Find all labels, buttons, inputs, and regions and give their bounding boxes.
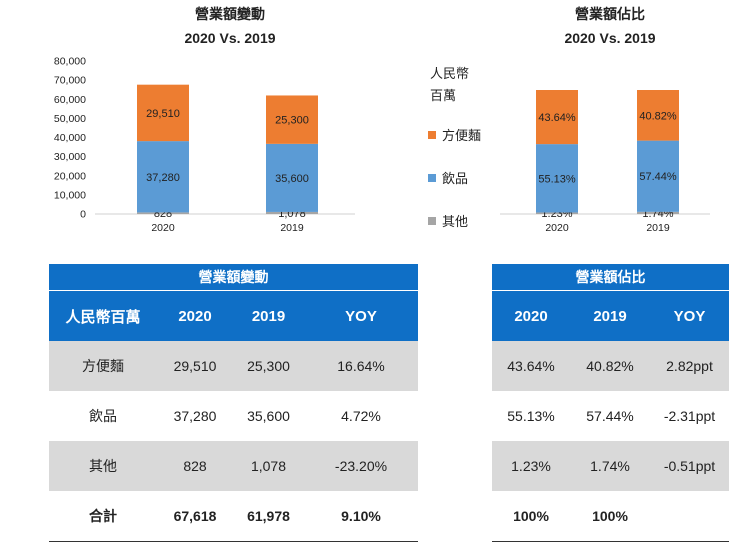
- legend-unit-line2: 百萬: [430, 88, 457, 103]
- legend-swatch-others: [428, 216, 436, 225]
- cell-2019: 25,300: [233, 341, 304, 391]
- data-label: 29,510: [146, 108, 180, 120]
- row-label: 方便麵: [49, 341, 157, 391]
- cell-2020: 1.23%: [492, 441, 570, 491]
- table-row: 55.13% 57.44% -2.31ppt: [492, 391, 729, 441]
- bar-segment: [266, 143, 318, 212]
- cell-yoy: 16.64%: [304, 341, 418, 391]
- cell-yoy: -0.51ppt: [650, 441, 729, 491]
- left-stacked-bar-chart: 0 10,000 20,000 30,000 40,000 50,000 60,000 70,…: [54, 56, 355, 234]
- header-2019: 2019: [233, 290, 304, 341]
- table-row: 飲品 37,280 35,600 4.72%: [49, 391, 418, 441]
- revenue-change-table-title: 營業額變動: [49, 264, 418, 291]
- bar-segment: [637, 211, 679, 214]
- data-label: 35,600: [275, 173, 309, 185]
- data-label: 55.13%: [538, 173, 576, 185]
- cell-yoy: [650, 491, 729, 542]
- cell-2020: 828: [157, 441, 233, 491]
- x-tick-label: 2020: [545, 222, 569, 234]
- bar-segment: [266, 211, 318, 214]
- legend-label-noodles: 方便麵: [442, 128, 482, 143]
- cell-yoy: 4.72%: [341, 408, 381, 424]
- data-label: 57.44%: [639, 171, 677, 183]
- cell-2019: 35,600: [247, 408, 290, 424]
- table-row: 其他 828 1,078 -23.20%: [49, 441, 418, 491]
- cell-2019: 1.74%: [570, 441, 650, 491]
- bar-segment: [137, 212, 189, 214]
- cell-2020: 100%: [492, 491, 570, 542]
- bar-segment: [637, 90, 679, 141]
- data-label: 43.64%: [538, 112, 576, 124]
- table-row: 1.23% 1.74% -0.51ppt: [492, 441, 729, 491]
- cell-2019: 100%: [570, 491, 650, 542]
- x-tick-label: 2020: [151, 222, 175, 234]
- row-label: 合計: [49, 491, 157, 542]
- bar-segment: [137, 84, 189, 142]
- legend-swatch-noodles: [428, 130, 436, 139]
- cell-2020: 37,280: [173, 408, 217, 424]
- cell-2019: 57.44%: [586, 408, 634, 424]
- cell-yoy: -2.31ppt: [663, 408, 716, 424]
- cell-2020: 29,510: [157, 341, 233, 391]
- bar-segment: [137, 141, 189, 213]
- bar-segment: [536, 144, 578, 213]
- legend-swatch-drinks: [428, 173, 436, 182]
- bar-segment: [637, 140, 679, 212]
- revenue-change-table: 營業額變動 人民幣百萬 2020 2019 YOY 方便麵 29,510 25,…: [49, 264, 418, 542]
- x-tick-label: 2019: [646, 222, 670, 234]
- header-unit: 人民幣百萬: [49, 290, 157, 341]
- header-2020: 2020: [492, 290, 570, 341]
- right-stacked-bar-chart: 1.23%55.13%43.64%20201.74%57.44%40.82%20…: [500, 90, 710, 234]
- cell-2019: 1,078: [233, 441, 304, 491]
- data-label: 40.82%: [639, 110, 677, 122]
- y-tick-label: 10,000: [54, 189, 86, 201]
- y-tick-label: 20,000: [54, 170, 86, 182]
- bar-segment: [536, 90, 578, 145]
- y-tick-label: 60,000: [54, 94, 86, 106]
- legend-item-drinks: 飲品: [428, 168, 468, 187]
- header-2020: 2020: [157, 290, 233, 341]
- y-tick-label: 30,000: [54, 151, 86, 163]
- legend-item-others: 其他: [428, 211, 468, 230]
- cell-2019: 61,978: [233, 491, 304, 542]
- x-tick-label: 2019: [280, 222, 304, 234]
- table-row-total: 100% 100%: [492, 491, 729, 542]
- right-chart-subtitle: 2020 Vs. 2019: [564, 30, 656, 46]
- y-tick-label: 50,000: [54, 113, 86, 125]
- revenue-share-table-title: 營業額佔比: [492, 264, 729, 291]
- cell-2019: 40.82%: [570, 341, 650, 391]
- left-chart-subtitle: 2020 Vs. 2019: [184, 30, 276, 46]
- legend-label-drinks: 飲品: [442, 171, 469, 186]
- y-tick-label: 40,000: [54, 132, 86, 144]
- table-row-total: 合計 67,618 61,978 9.10%: [49, 491, 418, 542]
- legend-unit-line1: 人民幣: [430, 66, 470, 81]
- header-2019: 2019: [570, 290, 650, 341]
- bar-segment: [536, 212, 578, 214]
- table-row: 方便麵 29,510 25,300 16.64%: [49, 341, 418, 391]
- y-tick-label: 0: [80, 209, 86, 221]
- table-row: 43.64% 40.82% 2.82ppt: [492, 341, 729, 391]
- cell-2020: 67,618: [157, 491, 233, 542]
- cell-2020: 43.64%: [492, 341, 570, 391]
- row-label: 其他: [49, 441, 157, 491]
- data-label: 37,280: [146, 172, 180, 184]
- cell-yoy: 9.10%: [304, 491, 418, 542]
- revenue-share-table: 營業額佔比 2020 2019 YOY 43.64% 40.82% 2.82pp…: [492, 264, 729, 542]
- y-tick-label: 80,000: [54, 56, 86, 68]
- row-label: 飲品: [89, 408, 117, 424]
- right-chart-title: 營業額佔比: [575, 6, 645, 22]
- legend-item-noodles: 方便麵: [428, 125, 481, 144]
- header-yoy: YOY: [650, 290, 729, 341]
- cell-2020: 55.13%: [507, 408, 555, 424]
- data-label: 25,300: [275, 115, 309, 127]
- cell-yoy: 2.82ppt: [650, 341, 729, 391]
- left-chart-title: 營業額變動: [195, 6, 265, 22]
- y-tick-label: 70,000: [54, 75, 86, 87]
- cell-yoy: -23.20%: [304, 441, 418, 491]
- bar-segment: [266, 95, 318, 144]
- legend-label-others: 其他: [442, 214, 469, 229]
- header-yoy: YOY: [304, 290, 418, 341]
